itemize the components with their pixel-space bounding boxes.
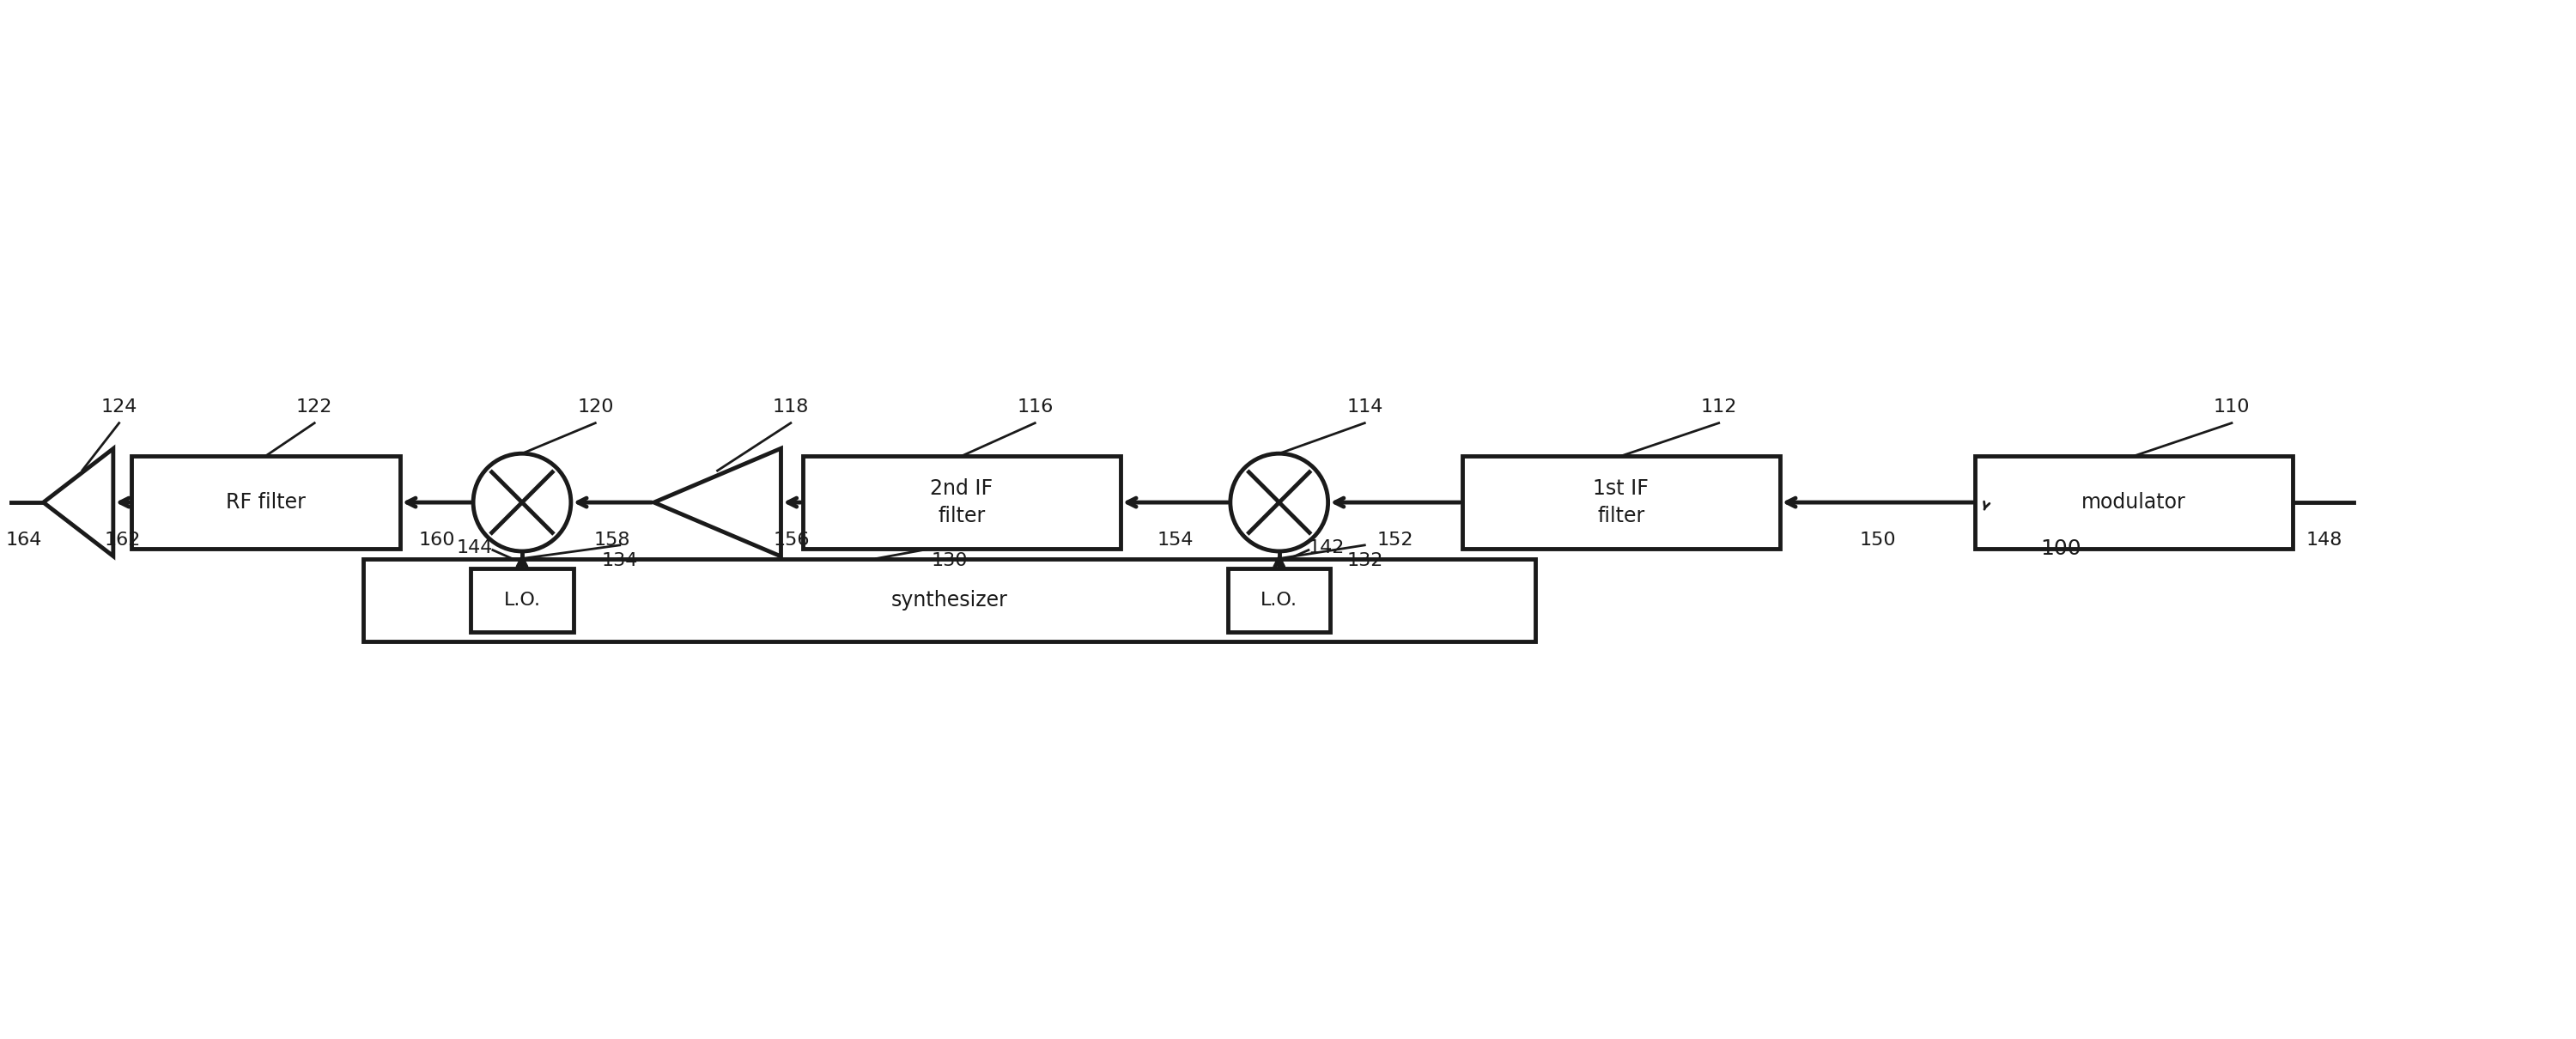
Polygon shape <box>44 449 113 556</box>
Bar <box>363 559 1535 642</box>
Text: 158: 158 <box>595 532 631 549</box>
Text: 122: 122 <box>296 399 332 416</box>
Text: modulator: modulator <box>2081 492 2187 512</box>
Text: 160: 160 <box>417 532 456 549</box>
Circle shape <box>474 454 572 552</box>
Text: 144: 144 <box>456 539 492 556</box>
Text: 162: 162 <box>103 532 142 549</box>
Bar <box>471 568 574 632</box>
Text: synthesizer: synthesizer <box>891 590 1007 610</box>
Polygon shape <box>654 449 781 556</box>
Bar <box>131 456 399 549</box>
Text: 116: 116 <box>1018 399 1054 416</box>
Text: 124: 124 <box>100 399 137 416</box>
Text: 110: 110 <box>2213 399 2249 416</box>
Text: 118: 118 <box>773 399 809 416</box>
Bar <box>1976 456 2293 549</box>
Text: 1st IF
filter: 1st IF filter <box>1592 479 1649 527</box>
Text: 132: 132 <box>1347 553 1383 569</box>
Text: 148: 148 <box>2306 532 2342 549</box>
Text: 2nd IF
filter: 2nd IF filter <box>930 479 994 527</box>
Text: RF filter: RF filter <box>227 492 307 512</box>
Text: 134: 134 <box>603 553 639 569</box>
Text: 142: 142 <box>1309 539 1345 556</box>
Text: 154: 154 <box>1157 532 1193 549</box>
Text: 152: 152 <box>1378 532 1414 549</box>
Text: 130: 130 <box>930 553 969 569</box>
Text: 156: 156 <box>773 532 811 549</box>
Text: 150: 150 <box>1860 532 1896 549</box>
Text: 100: 100 <box>2040 538 2081 559</box>
Text: L.O.: L.O. <box>502 591 541 609</box>
Circle shape <box>1231 454 1329 552</box>
Text: 114: 114 <box>1347 399 1383 416</box>
Text: 112: 112 <box>1700 399 1736 416</box>
Text: 164: 164 <box>5 532 41 549</box>
Text: L.O.: L.O. <box>1260 591 1298 609</box>
Bar <box>804 456 1121 549</box>
Bar <box>1463 456 1780 549</box>
Bar <box>1229 568 1329 632</box>
Text: 120: 120 <box>577 399 613 416</box>
